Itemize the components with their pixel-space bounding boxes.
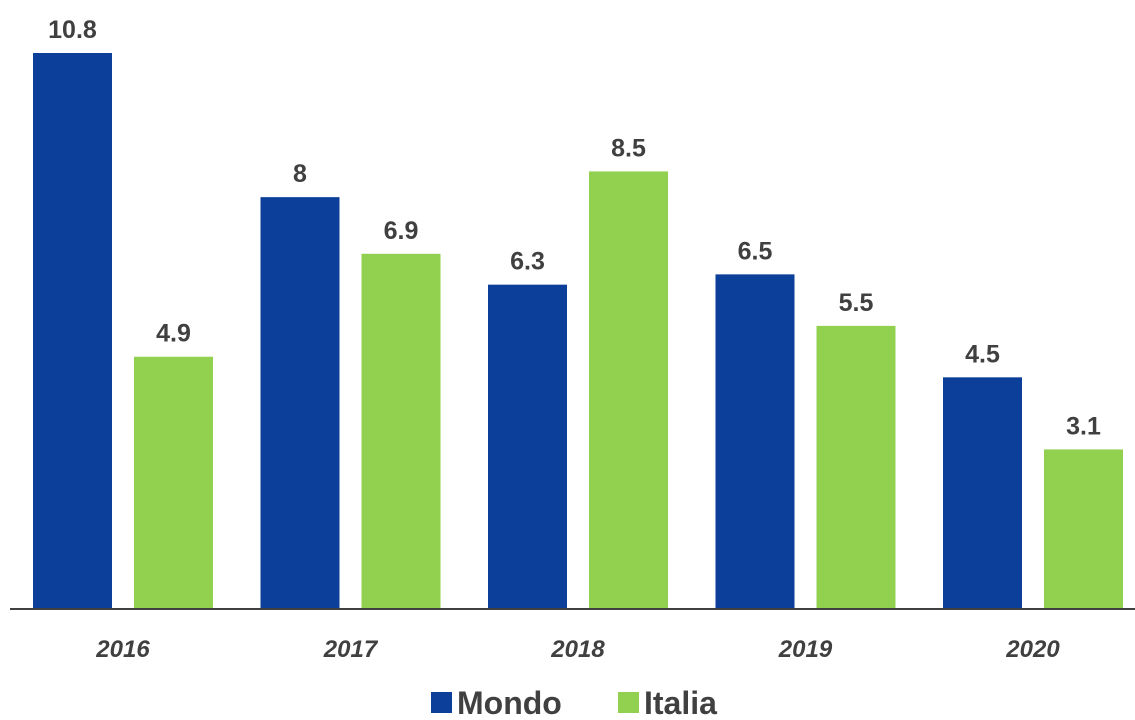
legend-label-mondo: Mondo [457,685,562,720]
legend: Mondo Italia [431,685,717,720]
bar-mondo-2016 [33,53,112,609]
data-label-mondo-2017: 8 [293,160,307,188]
bar-mondo-2019 [715,274,795,609]
data-labels-layer: 10.8 4.9 8 6.9 6.3 8.5 6.5 5.5 4.5 3.1 [48,16,1101,440]
bar-mondo-2017 [260,197,340,610]
x-tick-label-2017: 2017 [323,636,379,663]
bar-italia-2016 [134,356,213,609]
bars-layer [33,53,1123,610]
data-label-italia-2020: 3.1 [1066,412,1101,440]
bar-mondo-2020 [943,377,1022,609]
data-label-mondo-2019: 6.5 [738,237,773,265]
data-label-mondo-2020: 4.5 [965,340,1000,368]
x-tick-label-2020: 2020 [1005,636,1060,663]
data-label-italia-2017: 6.9 [384,217,419,245]
data-label-italia-2018: 8.5 [611,134,646,162]
bar-italia-2018 [589,171,668,609]
x-tick-label-2018: 2018 [550,636,605,663]
data-label-italia-2019: 5.5 [839,289,874,317]
bar-italia-2017 [361,253,441,609]
x-tick-labels-layer: 2016 2017 2018 2019 2020 [95,636,1060,663]
legend-label-italia: Italia [644,685,717,720]
data-label-mondo-2018: 6.3 [510,248,545,276]
bar-mondo-2018 [488,284,567,609]
x-tick-label-2016: 2016 [95,636,150,663]
bar-italia-2019 [816,325,896,609]
bar-italia-2020 [1044,449,1123,609]
data-label-italia-2016: 4.9 [156,320,191,348]
x-tick-label-2019: 2019 [778,636,833,663]
data-label-mondo-2016: 10.8 [48,16,97,44]
legend-swatch-mondo [431,692,452,713]
legend-swatch-italia [618,692,639,713]
